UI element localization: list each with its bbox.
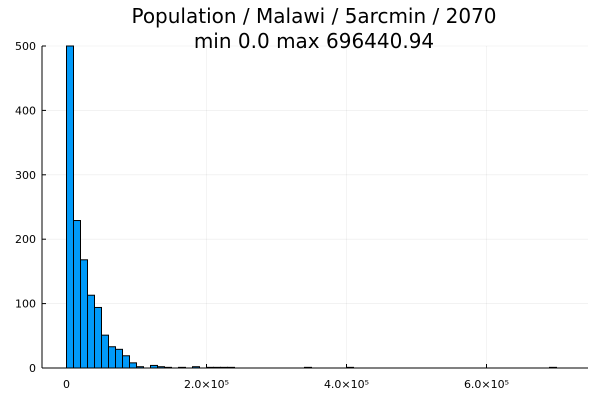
- histogram-bar: [108, 346, 116, 369]
- x-tick-label-0: 0: [63, 378, 70, 391]
- histogram-bar: [66, 45, 74, 369]
- histogram-bar: [122, 355, 130, 369]
- chart-title: Population / Malawi / 5arcmin / 2070: [131, 4, 496, 28]
- axes: [41, 45, 588, 369]
- x-tick-label-2: 4.0×10⁵: [324, 378, 369, 391]
- y-tick-label-2: 200: [15, 233, 36, 246]
- histogram-bar: [115, 348, 123, 369]
- tick-labels: 0 2.0×10⁵ 4.0×10⁵ 6.0×10⁵ 0 100 200 300 400 500: [15, 40, 509, 391]
- x-tick-label-3: 6.0×10⁵: [464, 378, 509, 391]
- histogram-bar: [101, 334, 109, 369]
- histogram-bar: [73, 220, 81, 369]
- bars: [66, 45, 557, 369]
- y-tick-label-4: 400: [15, 104, 36, 117]
- histogram-bar: [80, 259, 88, 369]
- y-tick-label-3: 300: [15, 169, 36, 182]
- histogram-bar: [94, 306, 102, 369]
- chart-subtitle: min 0.0 max 696440.94: [194, 29, 434, 53]
- histogram-bar: [129, 362, 137, 369]
- y-tick-label-0: 0: [29, 362, 36, 375]
- x-tick-label-1: 2.0×10⁵: [184, 378, 229, 391]
- histogram-bar: [87, 294, 95, 369]
- y-tick-label-1: 100: [15, 298, 36, 311]
- y-tick-label-5: 500: [15, 40, 36, 53]
- grid: [42, 45, 588, 369]
